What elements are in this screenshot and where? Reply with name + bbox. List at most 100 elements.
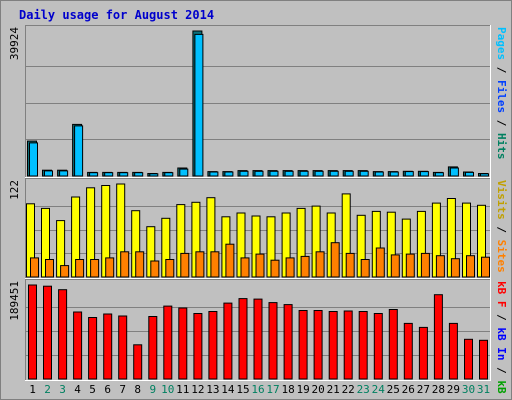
day-label: 31	[477, 383, 490, 396]
bar-kb-f	[373, 313, 383, 380]
bar-kb-f	[403, 322, 413, 380]
day-label: 3	[59, 383, 66, 396]
legend-segment: /	[495, 60, 508, 80]
day-label: 30	[462, 383, 475, 396]
day-label: 4	[74, 383, 81, 396]
legend-segment: Hits	[495, 133, 508, 160]
day-label: 10	[161, 383, 174, 396]
bar-pages	[254, 170, 264, 177]
bar-pages	[419, 171, 429, 177]
bar-pages	[89, 172, 99, 177]
day-label: 17	[266, 383, 279, 396]
bar-pages	[329, 170, 339, 177]
bar-sites	[75, 259, 85, 278]
bar-pages	[389, 171, 399, 177]
bar-sites	[30, 257, 39, 278]
bar-pages	[224, 171, 234, 177]
bar-kb-f	[268, 302, 278, 380]
legend-segment: /	[495, 361, 508, 381]
bar-kb-f	[328, 311, 338, 380]
bar-sites	[105, 257, 115, 278]
bar-pages	[194, 33, 204, 177]
day-label: 26	[402, 383, 415, 396]
bar-pages	[164, 172, 174, 177]
day-label: 6	[104, 383, 111, 396]
bar-sites	[270, 259, 280, 278]
bar-kb-f	[28, 284, 37, 380]
day-label: 5	[89, 383, 96, 396]
day-label: 15	[236, 383, 249, 396]
bar-pages	[449, 167, 459, 177]
day-label: 21	[327, 383, 340, 396]
day-label: 23	[357, 383, 370, 396]
bar-sites	[435, 255, 445, 278]
legend-label: kB F / kB In / kB Out	[495, 281, 508, 400]
bar-sites	[195, 251, 205, 278]
legend-label: Visits / Sites	[495, 180, 508, 273]
bar-kb-f	[313, 310, 323, 380]
day-label: 24	[372, 383, 386, 396]
bar-sites	[405, 253, 415, 278]
bar-pages	[480, 173, 489, 177]
day-label: 22	[342, 383, 355, 396]
bar-sites	[466, 255, 475, 278]
day-label: 18	[281, 383, 294, 396]
bar-sites	[360, 259, 370, 278]
bar-pages	[149, 173, 159, 177]
bar-kb-f	[58, 289, 68, 380]
bar-kb-f	[43, 285, 52, 380]
bar-sites	[45, 259, 54, 278]
bar-sites	[450, 258, 460, 278]
day-label: 28	[432, 383, 445, 396]
bar-sites	[481, 256, 490, 278]
day-label: 19	[296, 383, 309, 396]
bar-pages	[359, 170, 369, 177]
legend-segment: kB F	[495, 281, 508, 308]
day-label: 2	[44, 383, 51, 396]
legend-segment: kB In	[495, 327, 508, 360]
bar-sites	[315, 251, 325, 278]
day-label: 7	[119, 383, 126, 396]
bar-pages	[179, 168, 189, 177]
bar-pages	[134, 172, 144, 177]
legend-segment: /	[495, 308, 508, 328]
bar-pages	[374, 171, 384, 177]
bar-kb-f	[148, 316, 158, 380]
bar-kb-f	[178, 307, 188, 380]
bar-pages	[314, 170, 324, 177]
bar-kb-f	[103, 313, 113, 380]
bar-sites	[390, 254, 400, 278]
bar-pages	[269, 170, 279, 177]
legend-segment: /	[495, 220, 508, 240]
day-label: 1	[29, 383, 36, 396]
bar-kb-f	[223, 302, 233, 380]
bar-pages	[299, 170, 309, 177]
bar-sites	[165, 259, 175, 278]
bar-sites	[300, 255, 310, 278]
day-label: 14	[221, 383, 235, 396]
bar-sites	[375, 247, 385, 278]
bar-pages	[44, 170, 53, 177]
day-label: 29	[447, 383, 460, 396]
bar-pages	[209, 171, 219, 177]
bar-sites	[90, 259, 100, 278]
y-max-label: 122	[8, 180, 21, 200]
bar-sites	[225, 243, 235, 278]
chart-title: Daily usage for August 2014	[19, 8, 215, 22]
bar-kb-f	[133, 344, 143, 380]
bar-kb-f	[73, 311, 83, 380]
day-label: 16	[251, 383, 264, 396]
day-label: 27	[417, 383, 430, 396]
bar-kb-f	[298, 310, 308, 380]
bar-pages	[404, 171, 414, 177]
bar-kb-f	[163, 305, 173, 380]
day-label: 11	[176, 383, 189, 396]
y-max-label: 39924	[8, 27, 21, 60]
legend-segment: Sites	[495, 240, 508, 273]
bar-kb-f	[388, 309, 398, 380]
bar-sites	[255, 253, 265, 278]
bar-pages	[59, 170, 69, 177]
bar-kb-f	[193, 313, 203, 380]
